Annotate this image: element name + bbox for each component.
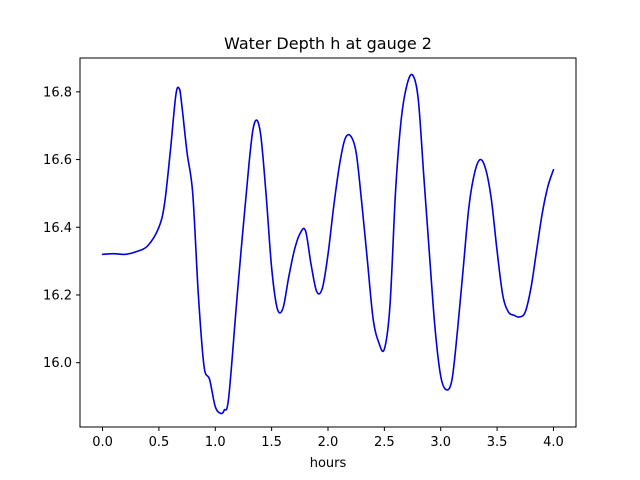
series-line [101,73,555,415]
x-tick-label: 2.5 [374,435,395,450]
x-tick-label: 2.0 [318,435,339,450]
x-tick-label: 4.0 [543,435,564,450]
y-tick-label: 16.0 [43,356,72,371]
x-tick-label: 3.5 [487,435,508,450]
x-tick-label: 1.5 [261,435,282,450]
x-tick-label: 3.0 [430,435,451,450]
x-axis-ticks: 0.0 0.5 1.0 1.5 2.0 2.5 3.0 3.5 4.0 [92,427,564,450]
y-axis-ticks: 16.0 16.2 16.4 16.6 16.8 [43,85,80,371]
y-tick-label: 16.4 [43,221,72,236]
y-tick-label: 16.2 [43,288,72,303]
y-tick-label: 16.6 [43,153,72,168]
y-tick-label: 16.8 [43,85,72,100]
x-tick-label: 0.0 [92,435,113,450]
x-axis-label: hours [310,456,347,471]
chart-title: Water Depth h at gauge 2 [224,34,432,53]
x-tick-label: 0.5 [149,435,170,450]
x-tick-label: 1.0 [205,435,226,450]
